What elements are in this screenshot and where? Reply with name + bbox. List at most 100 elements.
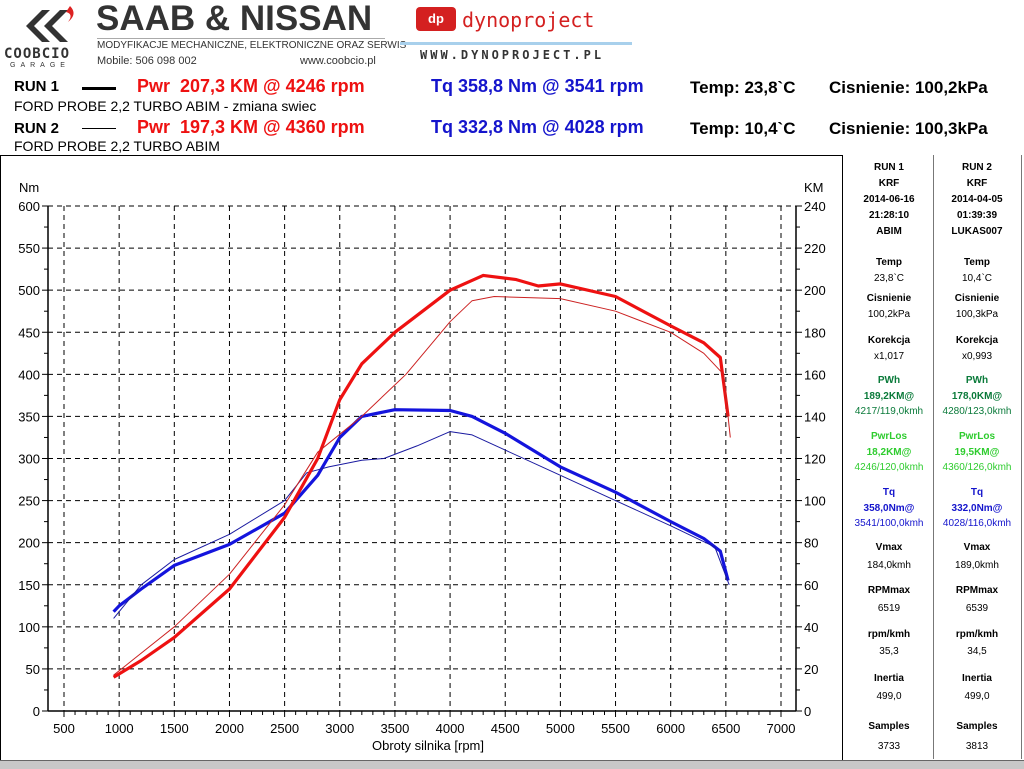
series-line-run-1-tq: [112, 408, 730, 613]
x-tick-label: 6000: [656, 721, 685, 736]
side-press: 100,3kPa: [955, 309, 999, 320]
side-sm-label: Samples: [956, 721, 998, 732]
side-rk-label: rpm/kmh: [867, 629, 911, 640]
side-temp-label: Temp: [964, 257, 990, 268]
side-in-label: Inertia: [873, 673, 904, 684]
x-tick-label: 4000: [436, 721, 465, 736]
x-tick-label: 4500: [491, 721, 520, 736]
side-tq-label: Tq: [882, 487, 896, 498]
y-left-tick-label: 100: [18, 620, 40, 635]
status-bar: [0, 760, 1024, 769]
side-run: RUN 2: [961, 162, 992, 173]
side-run: RUN 1: [873, 162, 904, 173]
x-tick-label: 3500: [380, 721, 409, 736]
run2-legend-line: [82, 128, 116, 129]
x-tick-label: 500: [53, 721, 75, 736]
run2-label: RUN 2: [14, 120, 60, 137]
x-tick-label: 7000: [767, 721, 796, 736]
y-axis-left-label: Nm: [19, 180, 39, 195]
run2-pressure: Cisnienie: 100,3kPa: [829, 119, 988, 138]
run2-description: FORD PROBE 2,2 TURBO ABIM: [14, 138, 220, 154]
run1-temp: Temp: 23,8`C: [690, 78, 796, 97]
y-right-tick-label: 100: [804, 494, 826, 509]
side-in: 499,0: [876, 691, 902, 702]
side-pwh: 178,0KM@: [951, 391, 1003, 402]
y-left-tick-label: 250: [18, 494, 40, 509]
dyno-chart: 0501001502002503003504004505005506000204…: [18, 180, 825, 753]
side-tq: 358,0Nm@: [863, 503, 915, 514]
side-tq-label: Tq: [970, 487, 984, 498]
grid: [48, 205, 796, 711]
axes: 0501001502002503003504004505005506000204…: [18, 199, 825, 736]
side-los-label: PwrLos: [958, 431, 996, 442]
side-kor-label: Korekcja: [955, 335, 999, 346]
side-los-at: 4360/126,0kmh: [942, 462, 1012, 473]
side-in: 499,0: [964, 691, 990, 702]
side-kor: x1,017: [873, 351, 905, 362]
side-rk: 34,5: [967, 646, 987, 657]
side-vmax: 184,0kmh: [867, 560, 911, 571]
side-rpm: 6539: [965, 603, 989, 614]
side-time: 21:28:10: [868, 210, 910, 221]
side-panel-border: [1021, 155, 1022, 759]
y-left-tick-label: 150: [18, 578, 40, 593]
dynoproject-url: WWW.DYNOPROJECT.PL: [420, 48, 605, 62]
brand-mobile: Mobile: 506 098 002: [97, 55, 197, 67]
curves: [112, 273, 731, 679]
series-line-run-2-tq: [113, 431, 730, 619]
side-pwh-label: PWh: [965, 375, 989, 386]
side-name: KRF: [966, 178, 988, 189]
side-sm-label: Samples: [868, 721, 910, 732]
dynoproject-name: dynoproject: [462, 8, 595, 32]
side-panel-run2-column: RUN 2 KRF 2014-04-05 01:39:39 LUKAS007 Temp 10…: [933, 155, 1021, 759]
y-left-tick-label: 300: [18, 452, 40, 467]
y-left-tick-label: 200: [18, 536, 40, 551]
y-right-tick-label: 200: [804, 283, 826, 298]
side-kor-label: Korekcja: [867, 335, 911, 346]
logo-garage-text: GARAGE: [10, 62, 70, 69]
side-panel-run1-column: RUN 1 KRF 2014-06-16 21:28:10 ABIM Temp 23,8`C…: [845, 155, 933, 759]
side-tq: 332,0Nm@: [951, 503, 1003, 514]
chart-frame: 0 50 100 150 200 250 300 350 400 450 500 550 600 0 20 4…: [0, 155, 843, 761]
run2-power: Pwr 197,3 KM @ 4360 rpm: [137, 117, 365, 137]
brand-subtitle: MODYFIKACJE MECHANICZNE, ELEKTRONICZNE O…: [97, 38, 407, 51]
series-line-run-1-pwr: [112, 273, 730, 679]
dynoproject-logo-icon: dp: [416, 7, 456, 31]
side-temp: 10,4`C: [961, 273, 992, 284]
coobcio-logo-icon: [26, 6, 74, 42]
side-tq-at: 4028/116,0kmh: [942, 518, 1012, 529]
x-axis-label: Obroty silnika [rpm]: [372, 738, 484, 753]
brand-title: SAAB & NISSAN: [96, 0, 373, 38]
x-tick-label: 6500: [711, 721, 740, 736]
side-in-label: Inertia: [961, 673, 992, 684]
x-tick-label: 5000: [546, 721, 575, 736]
y-right-tick-label: 80: [804, 536, 818, 551]
run1-description: FORD PROBE 2,2 TURBO ABIM - zmiana swiec: [14, 98, 317, 114]
y-right-tick-label: 220: [804, 241, 826, 256]
side-kor: x0,993: [961, 351, 993, 362]
header-divider: [400, 42, 632, 45]
side-rpm: 6519: [877, 603, 901, 614]
run2-torque: Tq 332,8 Nm @ 4028 rpm: [431, 117, 644, 137]
y-left-tick-label: 350: [18, 409, 40, 424]
y-left-tick-label: 600: [18, 199, 40, 214]
run1-power: Pwr 207,3 KM @ 4246 rpm: [137, 76, 365, 96]
brand-website: www.coobcio.pl: [300, 55, 376, 67]
side-press: 100,2kPa: [867, 309, 911, 320]
side-panel-divider: [933, 155, 934, 759]
logo-coobcio-text: COOBCIO: [4, 46, 71, 62]
side-sm: 3733: [877, 741, 901, 752]
run1-legend-line: [82, 87, 116, 90]
x-tick-label: 2000: [215, 721, 244, 736]
side-vmax: 189,0kmh: [955, 560, 999, 571]
side-temp-label: Temp: [876, 257, 902, 268]
y-right-tick-label: 140: [804, 409, 826, 424]
y-axis-right-label: KM: [804, 180, 824, 195]
side-pwh-at: 4280/123,0kmh: [942, 406, 1012, 417]
y-right-tick-label: 240: [804, 199, 826, 214]
run1-label: RUN 1: [14, 78, 60, 95]
side-los: 19,5KM@: [954, 447, 1000, 458]
side-los-label: PwrLos: [870, 431, 908, 442]
side-date: 2014-06-16: [863, 194, 915, 205]
x-tick-label: 1500: [160, 721, 189, 736]
